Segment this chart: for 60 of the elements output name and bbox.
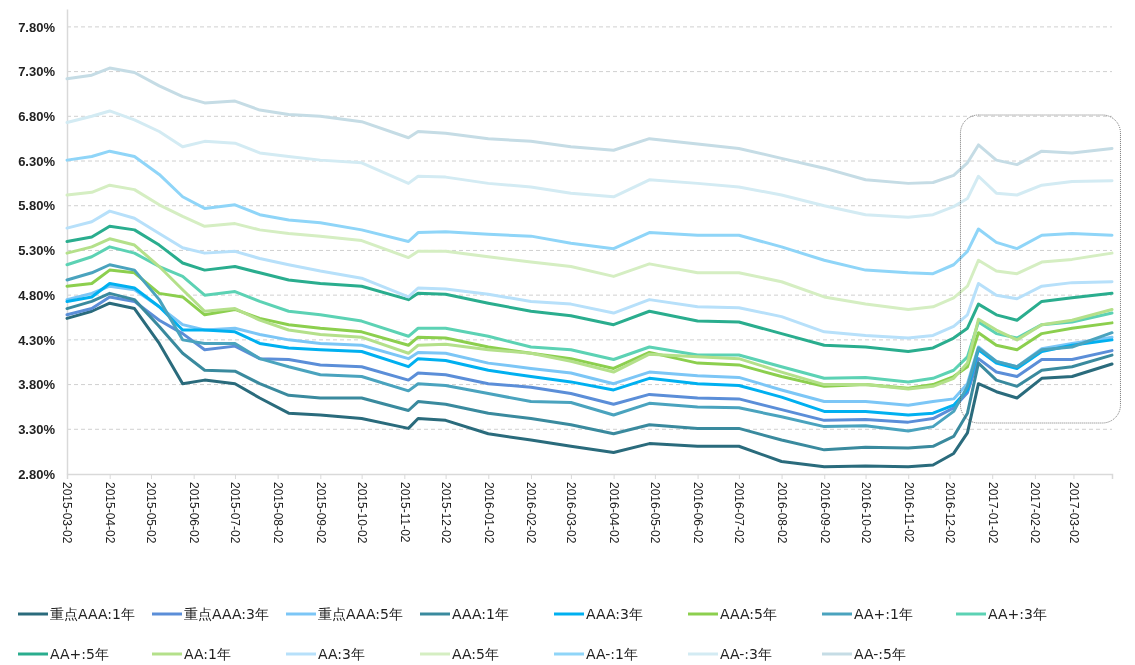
y-tick-label: 4.80% — [18, 287, 56, 303]
y-tick-label: 2.80% — [18, 466, 56, 482]
legend-label: AAA:5年 — [720, 605, 777, 622]
line-series — [65, 301, 1114, 469]
y-tick-label: 6.30% — [18, 153, 56, 169]
y-tick-label: 5.30% — [18, 243, 56, 259]
x-tick-label: 2015-04-02 — [102, 482, 117, 544]
legend-label: AA-:3年 — [720, 645, 772, 662]
legend-label: AA:1年 — [184, 645, 231, 662]
x-tick-label: 2015-03-02 — [60, 482, 75, 544]
x-tick-label: 2015-05-02 — [144, 482, 159, 544]
y-tick-label: 3.30% — [18, 421, 56, 437]
line-series — [65, 109, 1114, 219]
legend-label: 重点AAA:3年 — [184, 605, 269, 622]
x-tick-label: 2016-12-02 — [942, 482, 957, 544]
x-tick-label: 2017-03-02 — [1066, 482, 1081, 544]
x-tick-label: 2016-07-02 — [732, 482, 747, 544]
y-tick-label: 6.80% — [18, 108, 56, 124]
legend-label: 重点AAA:1年 — [50, 605, 135, 622]
y-tick-label: 3.80% — [18, 377, 56, 393]
line-series — [65, 66, 1114, 185]
legend-label: AA+:3年 — [988, 605, 1047, 622]
legend-label: AA+:5年 — [50, 645, 109, 662]
line-series — [65, 209, 1114, 340]
legend-label: AA+:1年 — [854, 605, 913, 622]
x-tick-label: 2016-05-02 — [648, 482, 663, 544]
y-tick-label: 7.80% — [18, 19, 56, 35]
line-series — [65, 263, 1114, 433]
x-tick-label: 2016-11-02 — [901, 482, 916, 543]
x-tick-label: 2016-01-02 — [481, 482, 496, 544]
legend-label: AA-:1年 — [586, 645, 638, 662]
y-tick-label: 5.80% — [18, 198, 56, 214]
x-tick-label: 2016-10-02 — [858, 482, 873, 544]
x-tick-label: 2015-10-02 — [354, 482, 369, 544]
y-tick-label: 7.30% — [18, 64, 56, 80]
x-tick-label: 2015-07-02 — [228, 482, 243, 544]
line-series — [65, 149, 1114, 276]
x-tick-label: 2017-01-02 — [985, 482, 1000, 544]
x-tick-label: 2015-12-02 — [438, 482, 453, 544]
x-tick-label: 2015-08-02 — [270, 482, 285, 544]
x-tick-label: 2016-06-02 — [690, 482, 705, 544]
legend-label: AA:5年 — [452, 645, 499, 662]
legend-label: AA:3年 — [318, 645, 365, 662]
y-tick-label: 4.30% — [18, 332, 56, 348]
legend-label: AA-:5年 — [854, 645, 906, 662]
legend-label: AAA:1年 — [452, 605, 509, 622]
x-tick-label: 2016-02-02 — [524, 482, 539, 544]
line-series — [65, 291, 1114, 452]
line-series — [65, 224, 1114, 353]
x-tick-label: 2016-09-02 — [817, 482, 832, 544]
x-tick-label: 2015-06-02 — [186, 482, 201, 544]
legend-label: 重点AAA:5年 — [318, 605, 403, 622]
line-series — [65, 183, 1114, 311]
legend-label: AAA:3年 — [586, 605, 643, 622]
x-tick-label: 2016-08-02 — [774, 482, 789, 544]
x-tick-label: 2016-03-02 — [564, 482, 579, 544]
x-tick-label: 2016-04-02 — [606, 482, 621, 544]
x-tick-label: 2015-09-02 — [313, 482, 328, 544]
x-tick-label: 2015-11-02 — [397, 482, 412, 543]
x-tick-label: 2017-02-02 — [1028, 482, 1043, 544]
